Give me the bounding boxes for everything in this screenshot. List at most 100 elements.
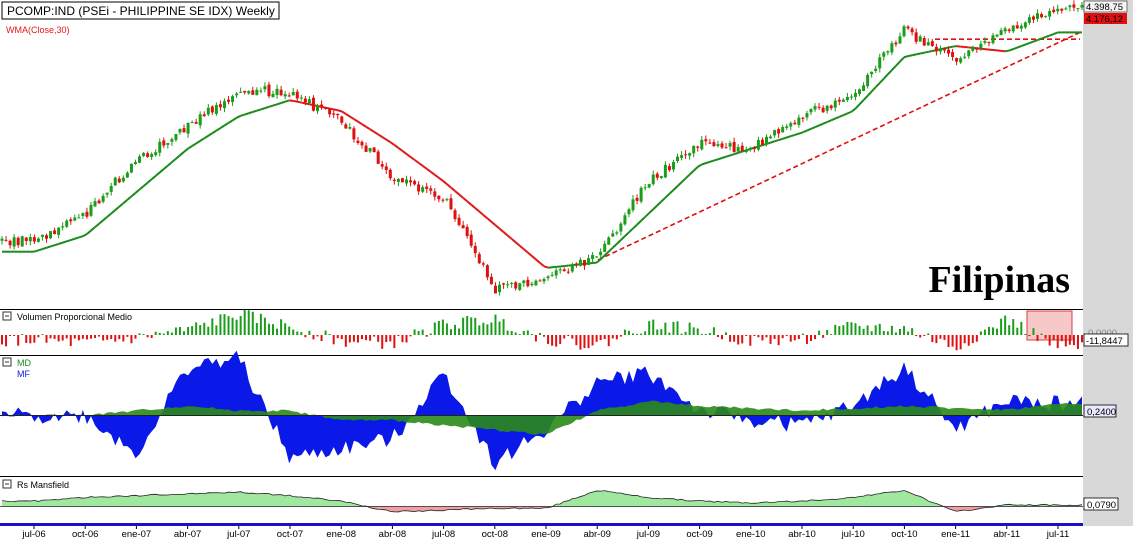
volume-bar [859, 326, 861, 335]
candle-body [890, 43, 893, 52]
volume-bar [183, 331, 185, 335]
md-mf-panel[interactable]: MD MF 0,2400 [0, 351, 1116, 477]
wma-segment [771, 141, 775, 142]
volume-bar [677, 321, 679, 335]
candle-body [267, 85, 270, 97]
volume-bar [37, 335, 39, 337]
volume-bar [175, 327, 177, 335]
wma-segment [714, 159, 718, 160]
main-price-panel[interactable]: PCOMP:IND (PSEi - PHILIPPINE SE IDX) Wee… [0, 0, 1127, 310]
volume-bar [907, 332, 909, 335]
candle-body [587, 258, 590, 265]
candle-body [623, 215, 626, 224]
candle-body [263, 86, 266, 89]
candle-body [449, 198, 452, 209]
volume-bar [232, 318, 234, 335]
candle-body [886, 51, 889, 52]
rs-mansfield-panel[interactable]: Rs Mansfield 0,0790 [0, 480, 1118, 512]
candle-body [53, 230, 56, 234]
candle-body [178, 129, 181, 133]
wma-segment [1033, 40, 1037, 42]
wma-segment [261, 108, 265, 109]
volume-bar [228, 316, 230, 335]
candle-body [882, 52, 885, 56]
volume-bar [790, 335, 792, 342]
volume-label: Volumen Proporcional Medio [17, 312, 132, 322]
candle-body [919, 36, 922, 41]
candle-body [401, 178, 404, 182]
candle-body [947, 50, 950, 54]
candle-body [522, 281, 525, 284]
candle-body [211, 107, 214, 113]
candle-body [757, 140, 760, 149]
volume-bar [1037, 335, 1039, 341]
chart-title: PCOMP:IND (PSEi - PHILIPPINE SE IDX) Wee… [7, 4, 275, 18]
candle-body [559, 269, 562, 270]
candle-body [595, 256, 598, 257]
candle-body [429, 188, 432, 190]
wma-segment [904, 56, 908, 57]
wma-segment [1054, 32, 1058, 34]
volume-bar [215, 325, 217, 335]
candle-body [150, 154, 153, 157]
candle-body [636, 198, 639, 201]
volume-bar [579, 335, 581, 350]
volume-bar [1077, 335, 1079, 349]
candle-body [818, 107, 821, 108]
candle-body [106, 193, 109, 195]
candle-body [118, 179, 121, 183]
candle-body [251, 90, 254, 95]
time-tick-label: jul-07 [226, 529, 250, 540]
wma-segment [38, 249, 42, 250]
volume-bar [668, 333, 670, 335]
volume-bar [871, 331, 873, 335]
volume-bar [58, 335, 60, 341]
volume-bar [701, 334, 703, 335]
candle-body [688, 153, 691, 156]
candle-body [975, 48, 978, 50]
candle-body [142, 153, 145, 156]
wma-segment [257, 109, 261, 110]
volume-bar [284, 323, 286, 335]
md-mf-value: 0,2400 [1087, 407, 1116, 418]
volume-bar [996, 329, 998, 335]
volume-bar [919, 335, 921, 338]
volume-panel[interactable]: Volumen Proporcional Medio 0,0000 -11,84… [0, 310, 1128, 356]
candle-body [801, 118, 804, 119]
time-tick-label: abr-08 [379, 529, 406, 540]
volume-bar [54, 335, 56, 339]
candle-body [551, 275, 554, 276]
volume-bar [1073, 335, 1075, 345]
volume-bar [774, 335, 776, 339]
wma-segment [1046, 36, 1050, 38]
volume-bar [992, 327, 994, 335]
volume-bar [531, 334, 533, 335]
volume-bar [171, 333, 173, 335]
wma-segment [1009, 49, 1013, 51]
wma-segment [791, 135, 795, 136]
volume-bar [830, 334, 832, 335]
volume-bar [337, 335, 339, 338]
volume-bar [147, 335, 149, 337]
volume-bar [122, 335, 124, 341]
volume-bar [786, 335, 788, 336]
volume-bar [1045, 335, 1047, 339]
candle-body [474, 246, 477, 253]
candle-body [162, 140, 165, 145]
candle-body [174, 134, 177, 140]
volume-bar [972, 335, 974, 343]
wma-segment [912, 54, 916, 55]
volume-bar [426, 335, 428, 337]
candle-body [203, 114, 206, 116]
candle-body [1052, 10, 1055, 12]
candle-body [356, 141, 359, 143]
candle-body [332, 113, 335, 114]
candle-body [530, 284, 533, 285]
wma-segment [795, 134, 799, 135]
md-label: MD [17, 358, 31, 368]
candle-body [207, 108, 210, 115]
candle-body [870, 72, 873, 74]
candle-body [538, 280, 541, 281]
